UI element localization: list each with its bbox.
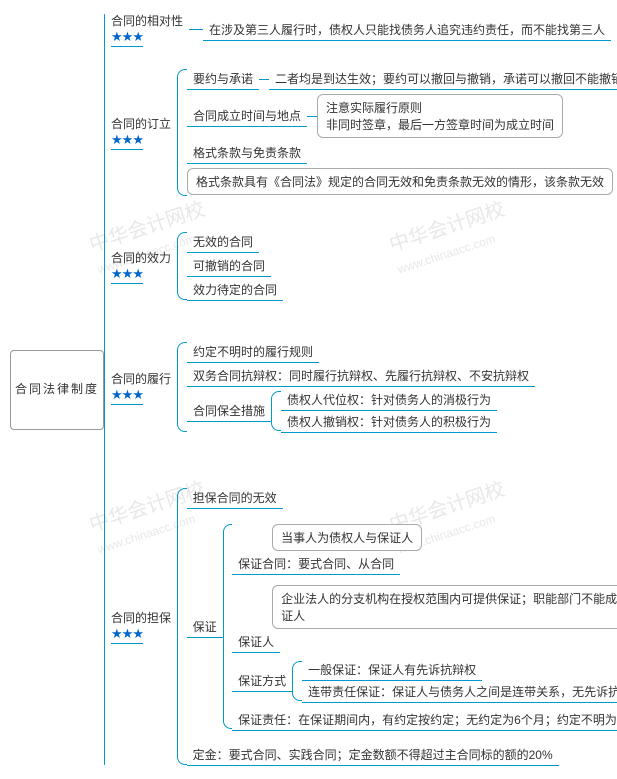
root-children: 合同的相对性 ★★★ 在涉及第三人履行时，债权人只能找债务人追究违约责任，而不能… — [105, 10, 617, 769]
note-line: 非同时签章，最后一方签章时间为成立时间 — [326, 116, 554, 133]
branch-label: 合同的履行 ★★★ — [105, 370, 177, 405]
item-label: 定金：要式合同、实践合同；定金数额不得超过主合同标的额的20% — [187, 744, 559, 766]
item-label: 保证 — [187, 616, 223, 638]
sub-item: 定金：要式合同、实践合同；定金数额不得超过主合同标的额的20% — [187, 744, 617, 766]
branch-label: 合同的效力 ★★★ — [105, 249, 177, 284]
stars-icon: ★★★ — [111, 626, 143, 644]
item-label: 一般保证：保证人有先诉抗辩权 — [302, 659, 482, 681]
connector-line — [259, 79, 269, 80]
item-label: 担保合同的无效 — [187, 487, 283, 509]
boxed-note: 企业法人的分支机构在授权范围内可提供保证；职能部门不能成为保证人 — [272, 585, 617, 629]
item-label: 约定不明时的履行规则 — [187, 341, 319, 363]
connector-line — [189, 29, 203, 30]
sub-item: 约定不明时的履行规则 — [187, 341, 535, 363]
sub-sub-item: 债权人代位权：针对债务人的消极行为 — [281, 389, 497, 411]
branch-performance: 合同的履行 ★★★ 约定不明时的履行规则 双务合同抗辩权：同时履行抗辩权、先履行… — [105, 340, 617, 434]
branch-relativity: 合同的相对性 ★★★ 在涉及第三人履行时，债权人只能找债务人追究违约责任，而不能… — [105, 12, 617, 47]
mindmap: 合同法律制度 合同的相对性 ★★★ 在涉及第三人履行时，债权人只能找债务人追究违… — [10, 10, 607, 769]
sub-sub-item: 当事人为债权人与保证人 — [272, 522, 617, 553]
guarantee-mode-list: 一般保证：保证人有先诉抗辩权 连带责任保证：保证人与债务人之间是连带关系，无先诉… — [302, 659, 617, 703]
sub-item: 格式条款与免责条款 — [187, 142, 617, 164]
branch-label: 合同的担保 ★★★ — [105, 609, 177, 644]
sub-sub-list: 债权人代位权：针对债务人的消极行为 债权人撤销权：针对债务人的积极行为 — [281, 389, 497, 433]
item-label: 无效的合同 — [187, 231, 259, 253]
stars-icon: ★★★ — [111, 29, 143, 47]
item-label: 双务合同抗辩权：同时履行抗辩权、先履行抗辩权、不安抗辩权 — [187, 365, 535, 387]
sub-sub-item: 债权人撤销权：针对债务人的积极行为 — [281, 411, 497, 433]
sub-list: 担保合同的无效 保证 当事人为债权人与保证人 保证合同：要式合同、从合同 企业法… — [187, 486, 617, 767]
branch-desc: 在涉及第三人履行时，债权人只能找债务人追究违约责任，而不能找第三人 — [203, 19, 611, 41]
branch-title: 合同的履行 — [111, 370, 171, 387]
stars-icon: ★★★ — [111, 266, 143, 284]
sub-list: 无效的合同 可撤销的合同 效力待定的合同 — [187, 230, 283, 302]
item-label: 保证人 — [232, 631, 280, 653]
branch-title: 合同的订立 — [111, 115, 171, 132]
boxed-note: 注意实际履行原则 非同时签章，最后一方签章时间为成立时间 — [317, 94, 563, 138]
branch-label: 合同的相对性 ★★★ — [105, 12, 189, 47]
sub-sub-item: 保证人 — [232, 631, 617, 653]
mindmap-container: 中华会计网校www.chinaacc.com 中华会计网校www.chinaac… — [10, 10, 607, 769]
sub-list: 要约与承诺 二者均是到达生效；要约可以撤回与撤销，承诺可以撤回不能撤销 合同成立… — [187, 67, 617, 198]
sub-item: 双务合同抗辩权：同时履行抗辩权、先履行抗辩权、不安抗辩权 — [187, 365, 535, 387]
guarantee-sub-list: 当事人为债权人与保证人 保证合同：要式合同、从合同 企业法人的分支机构在授权范围… — [232, 522, 617, 731]
bracket — [177, 488, 187, 765]
branch-title: 合同的担保 — [111, 609, 171, 626]
item-label: 合同成立时间与地点 — [187, 105, 307, 127]
stars-icon: ★★★ — [111, 132, 143, 150]
bracket — [177, 232, 187, 300]
sub-item: 无效的合同 — [187, 231, 283, 253]
sub-item: 格式条款具有《合同法》规定的合同无效和免责条款无效的情形，该条款无效 — [187, 166, 617, 197]
sub-sub-item: 保证方式 一般保证：保证人有先诉抗辩权 连带责任保证：保证人与债务人之间是连带关… — [232, 659, 617, 703]
sub-list: 约定不明时的履行规则 双务合同抗辩权：同时履行抗辩权、先履行抗辩权、不安抗辩权 … — [187, 340, 535, 434]
item-label: 效力待定的合同 — [187, 279, 283, 301]
item-label: 保证责任：在保证期间内，有约定按约定；无约定为6个月；约定不明为2年 — [232, 709, 617, 731]
note-line: 注意实际履行原则 — [326, 99, 554, 116]
item-label: 债权人撤销权：针对债务人的积极行为 — [281, 411, 497, 433]
bracket — [177, 69, 187, 196]
sub-sub-item: 企业法人的分支机构在授权范围内可提供保证；职能部门不能成为保证人 — [272, 583, 617, 631]
item-label: 债权人代位权：针对债务人的消极行为 — [281, 389, 497, 411]
stars-icon: ★★★ — [111, 387, 143, 405]
bracket — [271, 391, 281, 431]
sub-item: 可撤销的合同 — [187, 255, 283, 277]
branch-title: 合同的效力 — [111, 249, 171, 266]
bracket — [177, 342, 187, 432]
item-label: 连带责任保证：保证人与债务人之间是连带关系，无先诉抗辩权 — [302, 681, 617, 703]
branch-formation: 合同的订立 ★★★ 要约与承诺 二者均是到达生效；要约可以撤回与撤销，承诺可以撤… — [105, 67, 617, 198]
branch-label: 合同的订立 ★★★ — [105, 115, 177, 150]
branch-guarantee: 合同的担保 ★★★ 担保合同的无效 保证 当事人为债权人与保证人 保证合同：要式… — [105, 486, 617, 767]
boxed-note: 当事人为债权人与保证人 — [272, 524, 422, 551]
leaf-item: 一般保证：保证人有先诉抗辩权 — [302, 659, 617, 681]
sub-item: 合同保全措施 债权人代位权：针对债务人的消极行为 债权人撤销权：针对债务人的积极… — [187, 389, 535, 433]
sub-sub-item: 保证责任：在保证期间内，有约定按约定；无约定为6个月；约定不明为2年 — [232, 709, 617, 731]
connector-line — [307, 116, 317, 117]
leaf-item: 连带责任保证：保证人与债务人之间是连带关系，无先诉抗辩权 — [302, 681, 617, 703]
sub-item: 效力待定的合同 — [187, 279, 283, 301]
bracket — [292, 661, 302, 701]
item-label: 可撤销的合同 — [187, 255, 271, 277]
sub-sub-item: 保证合同：要式合同、从合同 — [232, 553, 617, 575]
sub-item-guarantee: 保证 当事人为债权人与保证人 保证合同：要式合同、从合同 企业法人的分支机构在授… — [187, 522, 617, 731]
item-label: 保证方式 — [232, 670, 292, 692]
item-label: 格式条款与免责条款 — [187, 142, 307, 164]
bracket — [223, 524, 233, 729]
item-label: 要约与承诺 — [187, 68, 259, 90]
item-label: 合同保全措施 — [187, 400, 271, 422]
sub-item: 担保合同的无效 — [187, 487, 617, 509]
sub-item: 要约与承诺 二者均是到达生效；要约可以撤回与撤销，承诺可以撤回不能撤销 — [187, 68, 617, 90]
item-label: 保证合同：要式合同、从合同 — [232, 553, 400, 575]
root-label: 合同法律制度 — [15, 382, 99, 398]
branch-validity: 合同的效力 ★★★ 无效的合同 可撤销的合同 效力待定的合同 — [105, 230, 617, 302]
root-node: 合同法律制度 — [10, 350, 104, 430]
sub-item: 合同成立时间与地点 注意实际履行原则 非同时签章，最后一方签章时间为成立时间 — [187, 92, 617, 140]
item-desc: 二者均是到达生效；要约可以撤回与撤销，承诺可以撤回不能撤销 — [269, 68, 617, 90]
branch-title: 合同的相对性 — [111, 12, 183, 29]
boxed-note: 格式条款具有《合同法》规定的合同无效和免责条款无效的情形，该条款无效 — [187, 168, 613, 195]
